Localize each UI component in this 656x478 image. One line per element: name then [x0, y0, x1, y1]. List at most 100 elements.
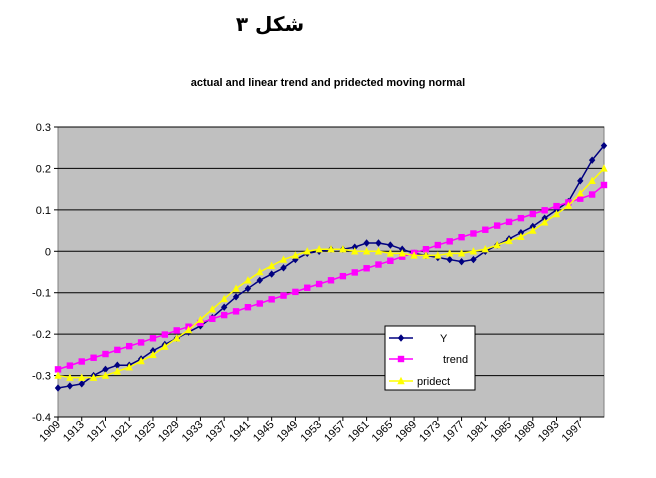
data-point: [458, 234, 465, 241]
x-tick-label: 1933: [180, 419, 206, 445]
data-point: [280, 292, 287, 299]
data-point: [232, 293, 240, 301]
data-point: [315, 280, 323, 288]
data-point: [256, 267, 264, 276]
data-point: [114, 361, 121, 369]
y-tick-label: 0.3: [36, 122, 51, 134]
data-point: [54, 366, 62, 373]
data-point: [102, 350, 109, 358]
series-trend: [54, 181, 608, 373]
data-point: [78, 380, 85, 388]
data-point: [576, 189, 584, 197]
data-point: [564, 201, 573, 209]
data-point: [327, 277, 335, 284]
data-point: [362, 247, 371, 255]
data-point: [446, 238, 453, 245]
data-point: [387, 257, 394, 265]
data-point: [458, 257, 465, 266]
data-point: [600, 164, 608, 172]
data-point: [493, 240, 501, 249]
data-point: [315, 245, 323, 253]
legend-swatch-marker: [397, 355, 405, 363]
data-point: [351, 269, 358, 276]
legend-item-y: Y: [389, 333, 448, 345]
x-tick-label: 1965: [370, 419, 396, 445]
data-point: [125, 363, 133, 371]
data-point: [220, 311, 228, 319]
data-point: [374, 247, 383, 255]
data-point: [482, 226, 489, 233]
series-group: [54, 141, 608, 392]
data-point: [351, 247, 359, 255]
data-point: [363, 239, 370, 247]
data-point: [268, 296, 275, 303]
data-point: [481, 245, 490, 253]
legend-item-pridect: pridect: [389, 376, 450, 388]
plot-area: [57, 126, 605, 418]
x-tick-label: 1981: [465, 419, 491, 445]
data-point: [505, 236, 513, 245]
x-tick-label: 1953: [298, 419, 324, 445]
data-point: [89, 373, 98, 381]
x-tick-label: 1925: [132, 419, 158, 445]
data-point: [588, 156, 596, 164]
data-point: [208, 305, 217, 313]
data-point: [386, 249, 395, 257]
series-pridect: [54, 164, 608, 381]
y-tick-label: 0.2: [36, 163, 51, 175]
legend-label: Y: [440, 333, 448, 345]
x-tick-label: 1957: [322, 419, 348, 445]
x-tick-label: 1949: [275, 419, 301, 445]
x-tick-label: 1945: [251, 419, 277, 445]
y-tick-label: -0.2: [32, 329, 51, 341]
data-point: [600, 141, 608, 150]
x-tick-label: 1961: [346, 419, 372, 445]
x-tick-label: 1937: [203, 419, 229, 445]
x-tick-label: 1977: [441, 419, 467, 445]
y-tick-label: 0.1: [36, 205, 51, 217]
x-tick-label: 1921: [109, 419, 135, 445]
data-point: [232, 284, 240, 292]
legend-label: pridect: [417, 376, 450, 388]
data-point: [375, 239, 382, 247]
data-point: [457, 249, 466, 257]
data-point: [197, 319, 204, 327]
data-point: [410, 251, 418, 259]
data-point: [267, 261, 276, 269]
figure-heading: شكل ٣: [235, 12, 305, 36]
data-point: [291, 251, 300, 259]
data-point: [327, 245, 335, 253]
data-point: [292, 288, 299, 296]
data-point: [196, 315, 205, 323]
data-point: [446, 255, 453, 264]
data-point: [398, 249, 406, 257]
x-tick-label: 1969: [393, 419, 419, 445]
legend-item-trend: trend: [389, 354, 468, 366]
data-point: [102, 365, 109, 374]
data-point: [54, 371, 62, 379]
data-point: [256, 276, 263, 284]
data-point: [244, 284, 252, 293]
data-point: [114, 346, 121, 354]
legend-label: trend: [443, 354, 468, 366]
y-tick-label: -0.4: [32, 412, 51, 424]
data-point: [375, 261, 382, 268]
y-axis-ticks: 0.3 0.2 0.1 0 -0.1 -0.2 -0.3 -0.4: [32, 122, 58, 424]
chart-title: actual and linear trend and pridected mo…: [190, 77, 466, 89]
data-point: [577, 195, 584, 202]
data-point: [137, 339, 145, 346]
data-point: [540, 218, 549, 226]
data-point: [304, 284, 311, 291]
data-point: [387, 241, 394, 249]
data-point: [588, 176, 596, 185]
data-point: [541, 207, 548, 214]
data-point: [529, 210, 536, 218]
x-tick-label: 1913: [61, 419, 87, 445]
data-point: [445, 249, 454, 257]
data-point: [149, 335, 157, 342]
data-point: [552, 209, 561, 218]
data-point: [268, 270, 275, 278]
y-tick-label: 0: [45, 246, 51, 258]
